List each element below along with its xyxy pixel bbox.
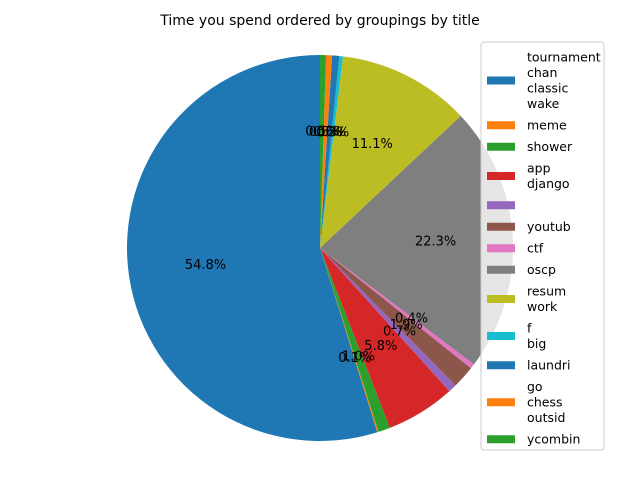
pie-percent-label: 1.9% bbox=[390, 318, 423, 333]
pie-slices bbox=[127, 55, 514, 441]
pie-slice bbox=[320, 55, 333, 248]
pie-slice bbox=[320, 248, 471, 386]
pie-percent-label: 11.1% bbox=[352, 137, 393, 152]
legend-label: ycombin bbox=[527, 431, 580, 446]
pie-slice bbox=[320, 55, 343, 248]
pie-percent-label: 0.7% bbox=[383, 325, 416, 340]
chart-title: Time you spend ordered by groupings by t… bbox=[159, 13, 480, 29]
pie-slice bbox=[320, 55, 340, 248]
legend-swatch bbox=[487, 435, 515, 444]
pie-slice bbox=[320, 248, 390, 432]
pie-slice bbox=[320, 248, 379, 433]
legend-swatch bbox=[487, 295, 515, 303]
legend: tournament chan classic wake meme shower app dj… bbox=[480, 41, 605, 451]
pie-percent-label: 54.8% bbox=[185, 258, 226, 273]
legend-swatch bbox=[487, 201, 515, 210]
legend-label: app django bbox=[527, 160, 570, 191]
pie-percent-label: 0.5% bbox=[305, 125, 338, 140]
pie-percent-label: 5.8% bbox=[364, 339, 397, 354]
legend-label: meme bbox=[527, 117, 567, 132]
legend-swatch bbox=[487, 76, 515, 85]
legend-label: youtub bbox=[527, 219, 571, 234]
legend-swatch bbox=[487, 398, 515, 407]
pie-slice bbox=[320, 56, 461, 249]
pie-slice bbox=[320, 248, 450, 428]
pie-percent-label: 0.5% bbox=[309, 125, 342, 140]
legend-label: go chess outsid bbox=[527, 379, 565, 425]
legend-swatch bbox=[487, 142, 515, 151]
legend-swatch bbox=[487, 222, 515, 231]
pie-slice bbox=[320, 248, 456, 392]
legend-swatch bbox=[487, 361, 515, 370]
legend-label: tournament chan classic wake bbox=[527, 49, 601, 111]
legend-label: f big bbox=[527, 320, 546, 351]
legend-swatch bbox=[487, 172, 515, 180]
legend-label: resum work bbox=[527, 283, 566, 314]
pie-slice bbox=[320, 248, 474, 369]
legend-label: laundri bbox=[527, 357, 571, 372]
pie-slice bbox=[320, 55, 327, 248]
legend-swatch bbox=[487, 265, 515, 274]
pie-slice bbox=[320, 115, 514, 365]
pie-slice bbox=[127, 55, 378, 441]
pie-percent-label: 0.1% bbox=[338, 351, 371, 366]
legend-label: shower bbox=[527, 139, 573, 154]
legend-label: ctf bbox=[527, 240, 544, 255]
pie-percent-label: 1.0% bbox=[342, 350, 375, 365]
pie-percent-label: 22.3% bbox=[415, 234, 456, 249]
pie-percent-label: 0.4% bbox=[395, 311, 428, 326]
legend-label: oscp bbox=[527, 262, 556, 277]
legend-swatch bbox=[487, 244, 515, 253]
pie-percent-label: 0.3% bbox=[316, 125, 349, 140]
pie-percent-labels: 54.8%0.1%1.0%5.8%0.7%1.9%0.4%22.3%11.1%0… bbox=[185, 125, 456, 366]
legend-swatch bbox=[487, 121, 515, 130]
pie-percent-label: 0.6% bbox=[313, 125, 346, 140]
legend-swatch bbox=[487, 332, 515, 340]
